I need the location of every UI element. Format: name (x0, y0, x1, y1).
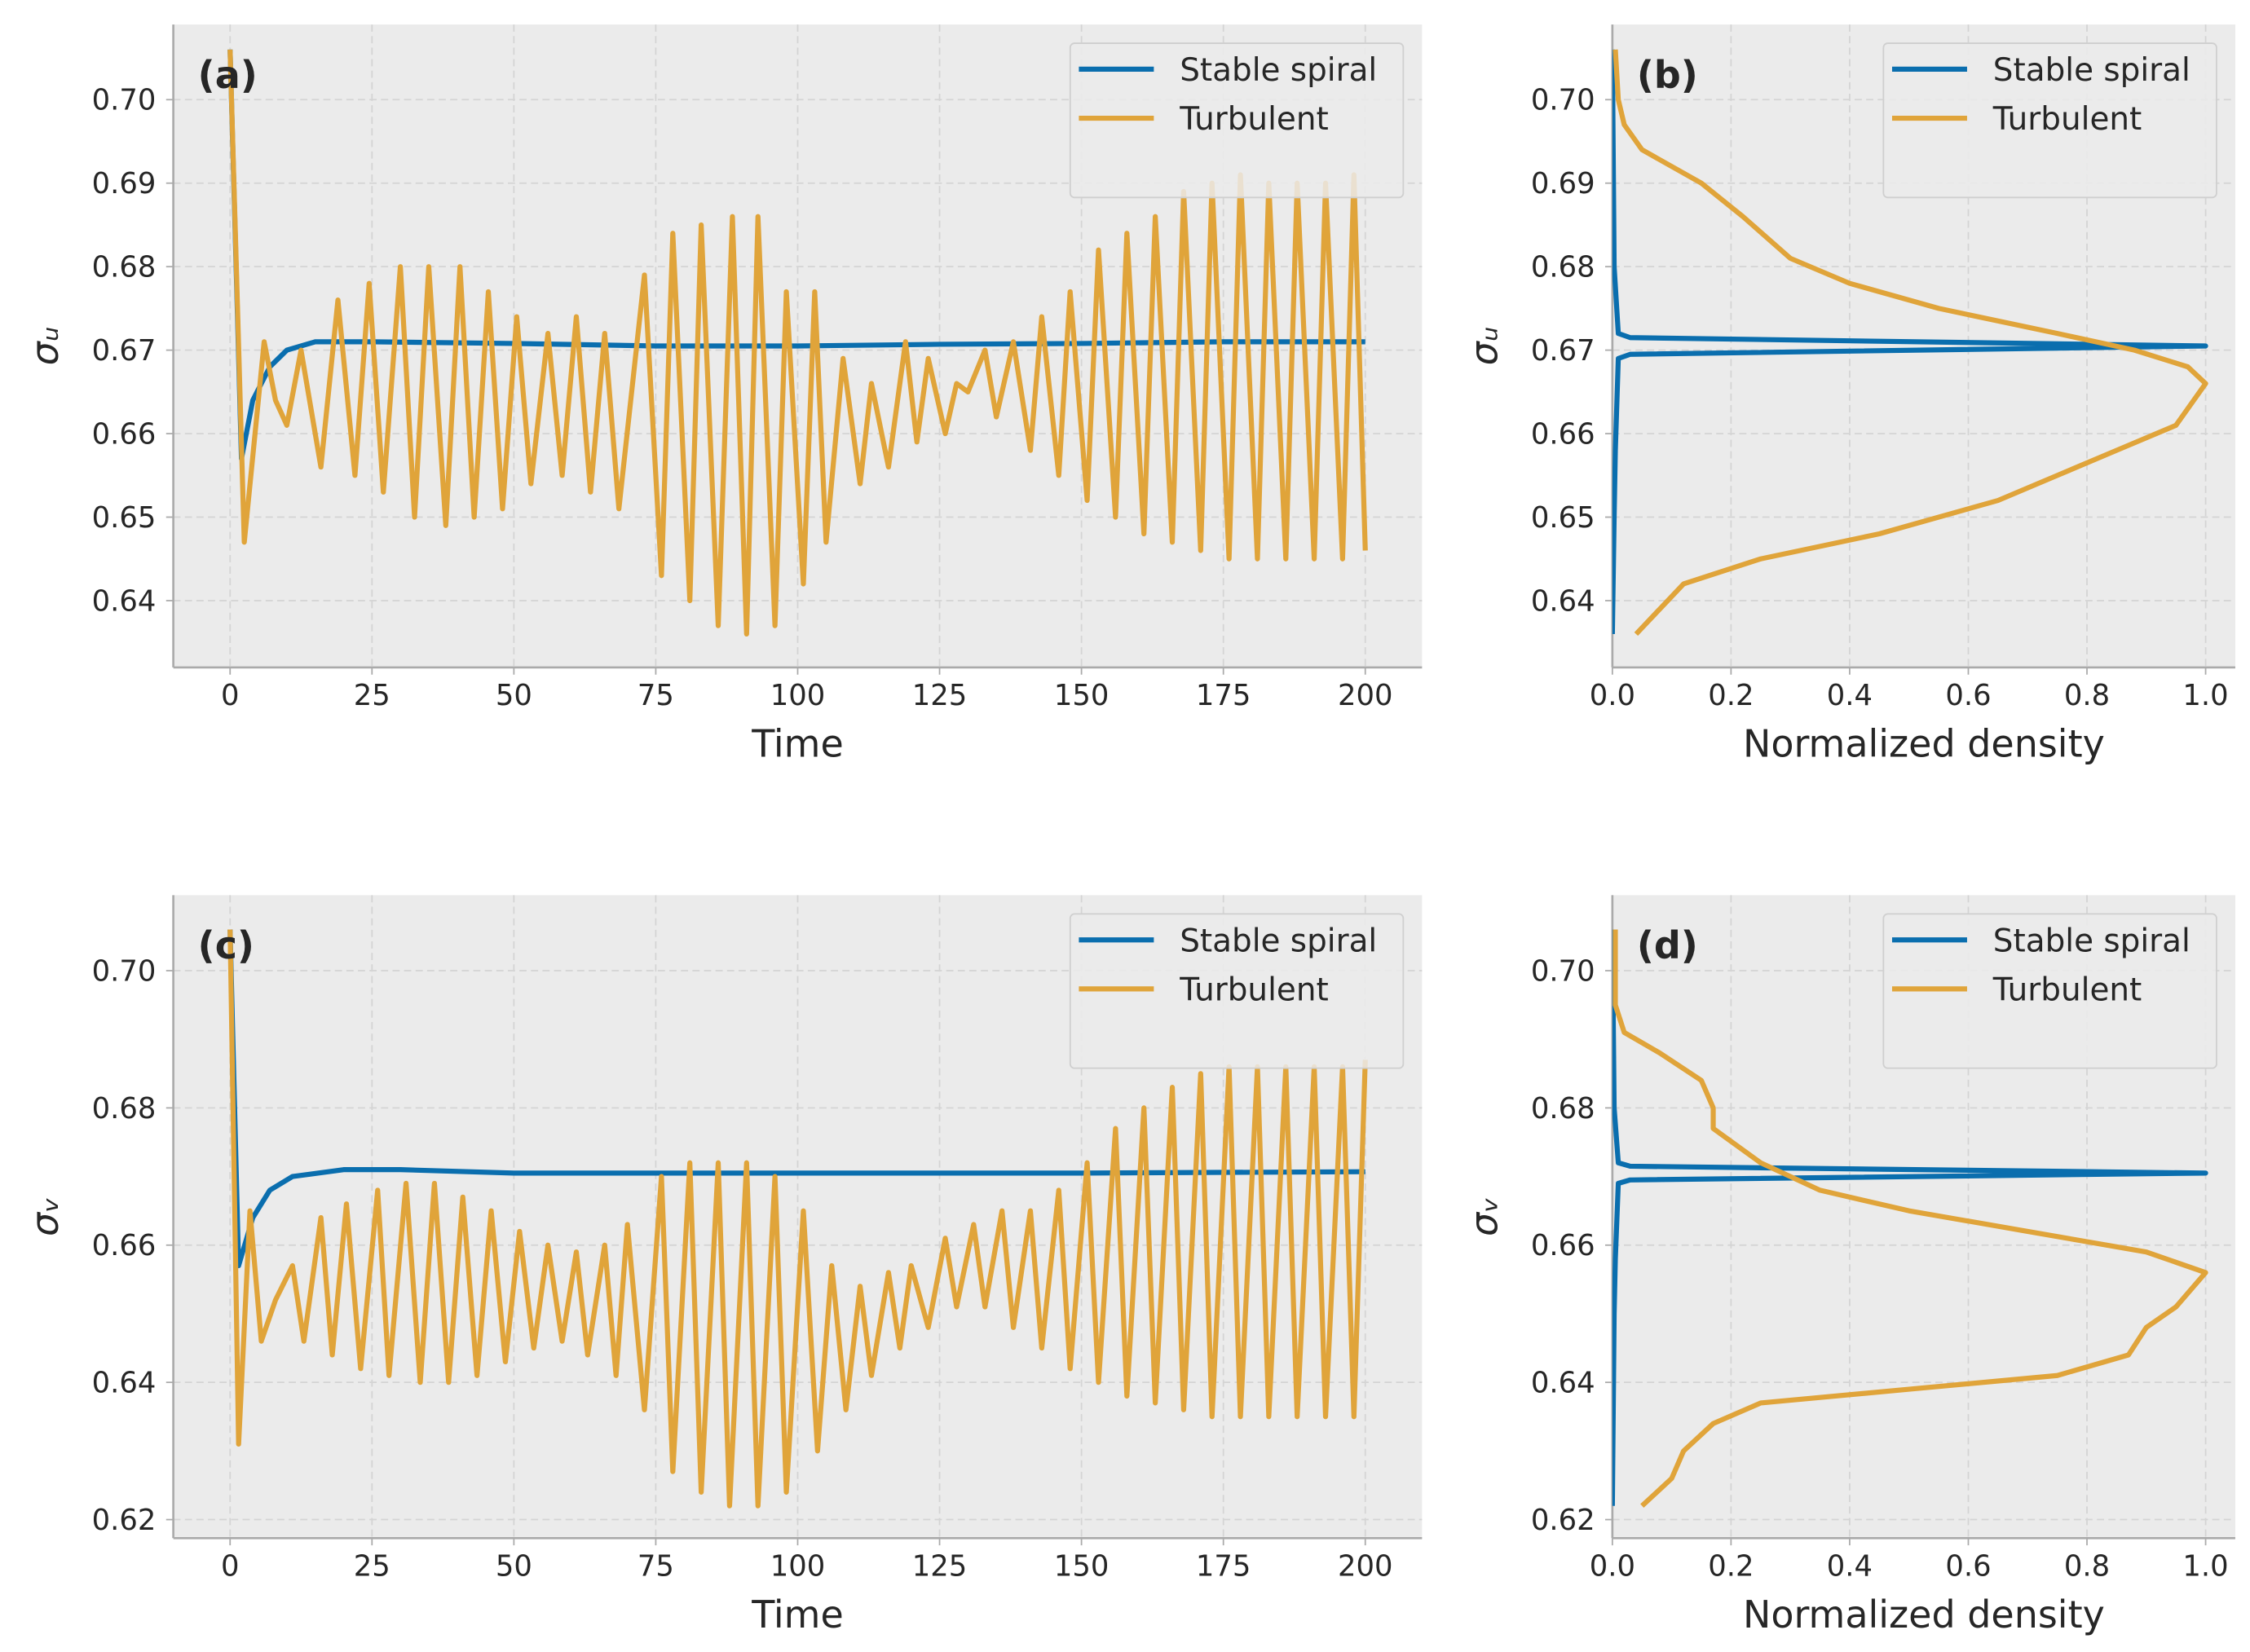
x-tick-label: 0.0 (1590, 1549, 1635, 1583)
x-tick-label: 0.8 (2064, 1549, 2110, 1583)
y-tick-label: 0.66 (92, 417, 157, 451)
legend-label: Stable spiral (1180, 52, 1377, 89)
y-tick-label: 0.64 (1531, 584, 1595, 618)
series-line (1612, 929, 2208, 1508)
x-tick-label: 100 (770, 679, 826, 712)
x-tick-label: 150 (1054, 1549, 1110, 1583)
x-tick-label: 0 (221, 679, 239, 712)
x-tick-label: 100 (770, 1549, 826, 1583)
legend-label: Turbulent (1179, 101, 1329, 138)
y-tick-label: 0.69 (1531, 167, 1595, 200)
x-axis-label: Time (751, 722, 844, 766)
x-tick-label: 0.2 (1708, 679, 1754, 712)
y-tick-label: 0.66 (1531, 1229, 1595, 1262)
y-tick-label: 0.62 (92, 1504, 157, 1537)
x-axis-label: Time (751, 1593, 844, 1637)
x-tick-label: 25 (354, 1549, 390, 1583)
y-tick-label: 0.67 (1531, 334, 1595, 368)
y-axis-label: σᵤ (23, 327, 67, 366)
x-tick-label: 75 (638, 1549, 674, 1583)
series-line (1612, 49, 2208, 635)
y-tick-label: 0.68 (92, 251, 157, 284)
y-tick-label: 0.64 (92, 1367, 157, 1400)
x-tick-label: 0.4 (1827, 1549, 1873, 1583)
x-tick-label: 200 (1338, 1549, 1392, 1583)
panel-label: (c) (198, 923, 254, 967)
y-tick-label: 0.68 (92, 1092, 157, 1126)
y-tick-label: 0.70 (92, 84, 157, 117)
x-tick-label: 0.6 (1945, 679, 1991, 712)
series-line (1612, 49, 2208, 637)
x-tick-label: 0 (221, 1549, 239, 1583)
x-tick-label: 50 (496, 1549, 532, 1583)
x-tick-label: 1.0 (2182, 679, 2228, 712)
y-tick-label: 0.65 (1531, 501, 1595, 535)
x-tick-label: 0.8 (2064, 679, 2110, 712)
y-tick-label: 0.70 (92, 954, 157, 988)
legend-box (1882, 42, 2217, 199)
y-tick-label: 0.64 (92, 584, 157, 618)
x-tick-label: 75 (638, 679, 674, 712)
legend-label: Turbulent (1992, 972, 2142, 1009)
series-line (227, 929, 1368, 1509)
x-tick-label: 200 (1338, 679, 1392, 712)
y-tick-label: 0.70 (1531, 84, 1595, 117)
x-axis-label: Normalized density (1743, 1593, 2105, 1637)
y-tick-label: 0.64 (1531, 1367, 1595, 1400)
series-line (227, 49, 1365, 461)
y-tick-label: 0.69 (92, 167, 157, 200)
y-axis-label: σᵤ (1462, 327, 1506, 366)
x-tick-label: 0.6 (1945, 1549, 1991, 1583)
x-tick-label: 150 (1054, 679, 1110, 712)
panel-label: (b) (1637, 53, 1698, 97)
y-tick-label: 0.67 (92, 334, 157, 368)
x-axis-label: Normalized density (1743, 722, 2105, 766)
legend-box (1069, 42, 1405, 199)
y-tick-label: 0.70 (1531, 954, 1595, 988)
legend-box (1069, 913, 1405, 1069)
x-tick-label: 50 (496, 679, 532, 712)
y-axis-label: σᵥ (23, 1197, 67, 1236)
legend-label: Turbulent (1992, 101, 2142, 138)
panel-label: (d) (1637, 923, 1698, 967)
y-tick-label: 0.66 (92, 1229, 157, 1262)
legend-label: Stable spiral (1180, 923, 1377, 959)
y-tick-label: 0.68 (1531, 1092, 1595, 1126)
legend-label: Stable spiral (1993, 52, 2190, 89)
y-tick-label: 0.66 (1531, 417, 1595, 451)
x-tick-label: 125 (912, 1549, 968, 1583)
y-tick-label: 0.65 (92, 501, 157, 535)
y-axis-label: σᵥ (1462, 1197, 1506, 1236)
series-line (1612, 929, 2208, 1506)
y-tick-label: 0.62 (1531, 1504, 1595, 1537)
x-tick-label: 1.0 (2182, 1549, 2228, 1583)
x-tick-label: 25 (354, 679, 390, 712)
x-tick-label: 175 (1196, 679, 1251, 712)
panel-label: (a) (198, 53, 258, 97)
x-tick-label: 125 (912, 679, 968, 712)
legend-label: Stable spiral (1993, 923, 2190, 959)
x-tick-label: 0.0 (1590, 679, 1635, 712)
x-tick-label: 0.4 (1827, 679, 1873, 712)
legend-label: Turbulent (1179, 972, 1329, 1009)
y-tick-label: 0.68 (1531, 251, 1595, 284)
x-tick-label: 175 (1196, 1549, 1251, 1583)
x-tick-label: 0.2 (1708, 1549, 1754, 1583)
legend-box (1882, 913, 2217, 1069)
